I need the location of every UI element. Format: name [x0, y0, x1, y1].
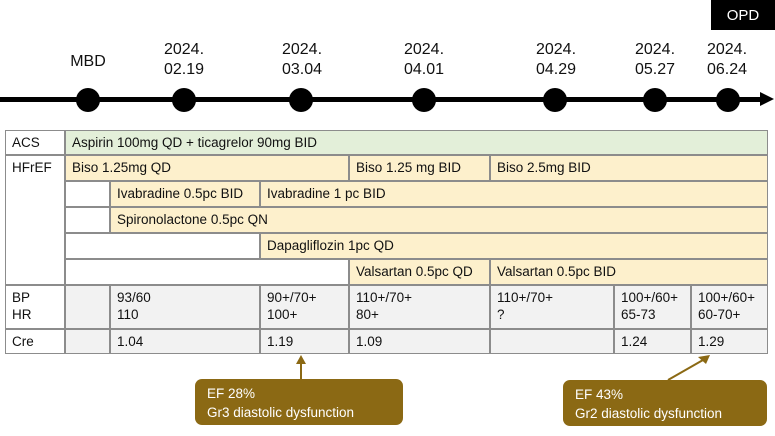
bp-value: 110+/70+	[356, 290, 413, 305]
callout-connector-0624	[667, 359, 704, 381]
timeline-label-line1: 2024.	[403, 41, 445, 58]
cre-cell-0527: 1.24	[614, 329, 691, 354]
vitals-cell-mbd	[65, 285, 110, 329]
hr-value: ?	[497, 307, 505, 322]
timeline-label-0219: 2024. 02.19	[144, 40, 224, 80]
timeline-label-line1: 2024.	[634, 41, 676, 58]
timeline-label-line2: 04.01	[403, 61, 445, 78]
timeline-axis	[0, 97, 762, 102]
callout-line1: EF 28%	[207, 386, 256, 401]
vitals-cell-0401: 110+/70+ 80+	[349, 285, 490, 329]
opd-badge: OPD	[711, 0, 775, 30]
callout-line2: Gr3 diastolic dysfunction	[207, 405, 355, 420]
biso-1-25-qd: Biso 1.25mg QD	[65, 155, 349, 181]
timeline-dot-0219	[172, 88, 196, 112]
ivabradine-0-5-bid: Ivabradine 0.5pc BID	[110, 181, 260, 207]
timeline-dot-0304	[289, 88, 313, 112]
timeline-label-line1: 2024.	[535, 41, 577, 58]
hr-value: 80+	[356, 307, 379, 322]
row-label-bp: BP	[12, 290, 31, 305]
spironolactone-0-5-qn: Spironolactone 0.5pc QN	[110, 207, 768, 233]
timeline-label-0624: 2024. 06.24	[687, 40, 767, 80]
timeline-label-0304: 2024. 03.04	[262, 40, 342, 80]
timeline-dot-0527	[643, 88, 667, 112]
callout-line1: EF 43%	[575, 387, 624, 402]
hr-value: 110	[117, 307, 139, 322]
callout-ef-28: EF 28% Gr3 diastolic dysfunction	[195, 379, 403, 425]
cre-cell-0304: 1.19	[260, 329, 349, 354]
vitals-cell-0527: 100+/60+ 65-73	[614, 285, 691, 329]
valsartan-0-5-qd: Valsartan 0.5pc QD	[349, 259, 490, 285]
row-label-hfref: HFrEF	[5, 155, 65, 285]
callout-arrowhead-0304-icon	[296, 355, 306, 364]
bp-value: 93/60	[117, 290, 151, 305]
bp-value: 100+/60+	[621, 290, 679, 305]
cre-cell-mbd	[65, 329, 110, 354]
timeline-label-line1: 2024.	[163, 41, 205, 58]
vitals-cell-0429: 110+/70+ ?	[490, 285, 614, 329]
vitals-cell-0624: 100+/60+ 60-70+	[691, 285, 768, 329]
timeline-dot-mbd	[76, 88, 100, 112]
timeline-label-line1: MBD	[70, 53, 106, 70]
timeline-label-line1: 2024.	[706, 41, 748, 58]
ivabradine-1-bid: Ivabradine 1 pc BID	[260, 181, 768, 207]
timeline-label-line2: 04.29	[535, 61, 577, 78]
dapagliflozin-1-qd: Dapagliflozin 1pc QD	[260, 233, 768, 259]
row-label-cre: Cre	[5, 329, 65, 354]
hr-value: 65-73	[621, 307, 656, 322]
ivabradine-empty	[65, 181, 110, 207]
timeline-dot-0401	[412, 88, 436, 112]
row-label-hr: HR	[12, 307, 32, 322]
callout-arrowhead-0624-icon	[698, 355, 710, 364]
timeline-label-mbd: MBD	[48, 52, 128, 72]
vitals-cell-0219: 93/60 110	[110, 285, 260, 329]
cre-cell-0429	[490, 329, 614, 354]
timeline-label-0401: 2024. 04.01	[384, 40, 464, 80]
valsartan-empty	[65, 259, 349, 285]
cre-cell-0401: 1.09	[349, 329, 490, 354]
row-label-acs: ACS	[5, 130, 65, 155]
timeline-label-0429: 2024. 04.29	[516, 40, 596, 80]
vitals-cell-0304: 90+/70+ 100+	[260, 285, 349, 329]
cre-cell-0219: 1.04	[110, 329, 260, 354]
bp-value: 90+/70+	[267, 290, 317, 305]
timeline-label-line1: 2024.	[281, 41, 323, 58]
acs-regimen: Aspirin 100mg QD + ticagrelor 90mg BID	[65, 130, 768, 155]
biso-2-5-bid: Biso 2.5mg BID	[490, 155, 768, 181]
timeline-dot-0429	[543, 88, 567, 112]
valsartan-0-5-bid: Valsartan 0.5pc BID	[490, 259, 768, 285]
timeline-dot-0624	[716, 88, 740, 112]
callout-line2: Gr2 diastolic dysfunction	[575, 406, 723, 421]
row-label-bp-hr: BP HR	[5, 285, 65, 329]
hr-value: 100+	[267, 307, 298, 322]
callout-ef-43: EF 43% Gr2 diastolic dysfunction	[563, 380, 767, 426]
timeline-label-line2: 02.19	[163, 61, 205, 78]
bp-value: 100+/60+	[698, 290, 756, 305]
hr-value: 60-70+	[698, 307, 741, 322]
timeline-label-line2: 06.24	[706, 61, 748, 78]
timeline-label-0527: 2024. 05.27	[615, 40, 695, 80]
timeline-label-line2: 03.04	[281, 61, 323, 78]
timeline-arrow-icon	[760, 92, 774, 106]
cre-cell-0624: 1.29	[691, 329, 768, 354]
spironolactone-empty	[65, 207, 110, 233]
dapagliflozin-empty	[65, 233, 260, 259]
timeline-label-line2: 05.27	[634, 61, 676, 78]
bp-value: 110+/70+	[497, 290, 554, 305]
biso-1-25-bid: Biso 1.25 mg BID	[349, 155, 490, 181]
